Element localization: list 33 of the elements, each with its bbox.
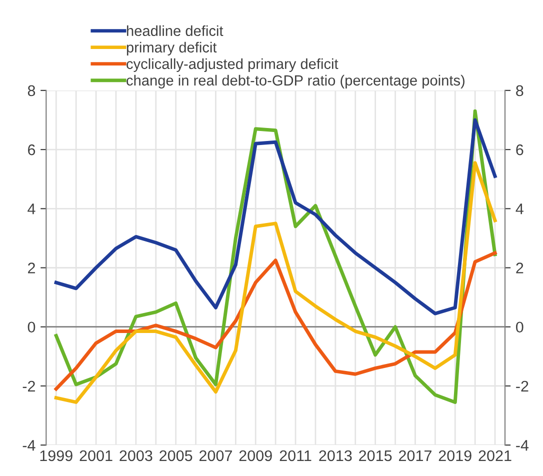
x-tick-label: 2013 xyxy=(319,450,352,462)
y-tick-label: 4 xyxy=(28,204,36,214)
x-tick-label: 2011 xyxy=(280,450,312,462)
line-series xyxy=(54,251,497,391)
y2-tick-label: 6 xyxy=(516,144,524,156)
legend-label: primary deficit xyxy=(126,42,217,56)
y2-tick-label: 2 xyxy=(516,262,524,274)
x-tick-label: 2007 xyxy=(200,450,232,462)
x-tick-label: 2005 xyxy=(160,450,192,462)
y2-tick-label: 4 xyxy=(516,204,524,214)
x-tick-label: 2017 xyxy=(398,450,432,462)
legend-label: headline deficit xyxy=(127,25,224,36)
y-tick-label: 2 xyxy=(28,262,35,274)
line-series xyxy=(54,161,497,404)
line-series xyxy=(54,118,497,316)
y-tick-label: 6 xyxy=(28,144,36,156)
y-tick-label: 8 xyxy=(28,85,36,96)
x-tick-label: 2003 xyxy=(120,450,152,462)
y2-tick-label: -2 xyxy=(516,380,528,392)
legend-label: change in real debt-to-GDP ratio (percentage points) xyxy=(126,74,464,88)
y2-tick-label: 0 xyxy=(516,322,524,333)
x-tick-label: 2015 xyxy=(359,450,392,462)
y2-tick-label: -4 xyxy=(516,440,529,451)
legend-label: cyclically-adjusted primary deficit xyxy=(126,58,338,72)
y-tick-label: -2 xyxy=(22,380,35,392)
x-tick-label: 2009 xyxy=(239,450,272,462)
x-tick-label: 2021 xyxy=(478,450,512,462)
y-tick-label: 0 xyxy=(28,322,36,333)
y-tick-label: -4 xyxy=(22,440,36,451)
x-tick-label: 2001 xyxy=(80,450,112,462)
x-tick-label: 2019 xyxy=(438,450,472,462)
y2-tick-label: 8 xyxy=(516,85,524,96)
x-tick-label: 1999 xyxy=(40,450,72,462)
